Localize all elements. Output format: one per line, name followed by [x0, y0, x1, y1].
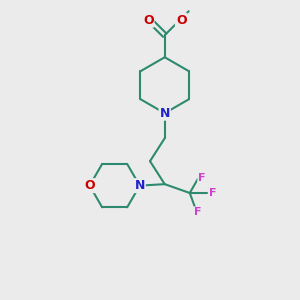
- Text: N: N: [134, 179, 145, 192]
- Text: O: O: [176, 14, 187, 27]
- Text: F: F: [209, 188, 217, 198]
- Text: F: F: [194, 207, 202, 217]
- Text: N: N: [160, 107, 170, 120]
- Text: O: O: [143, 14, 154, 27]
- Text: O: O: [84, 179, 95, 192]
- Text: F: F: [198, 173, 206, 183]
